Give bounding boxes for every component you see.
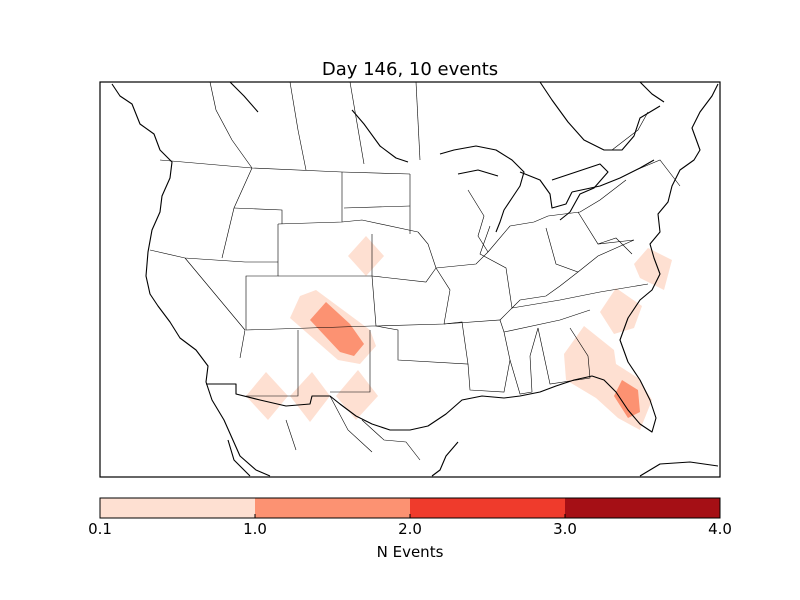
event-area-nebraska xyxy=(348,236,384,276)
colorbar-tick-label: 4.0 xyxy=(708,520,732,538)
map-frame xyxy=(99,81,721,478)
event-area-sw-new-mexico xyxy=(290,372,330,422)
colorbar-bin xyxy=(255,498,410,518)
map-title: Day 146, 10 events xyxy=(322,59,498,80)
map-panel xyxy=(100,81,720,477)
event-area-virginia xyxy=(634,248,672,290)
colorbar-tick-label: 1.0 xyxy=(243,520,267,538)
event-area-central-florida xyxy=(614,380,640,418)
colorbar-tick-label: 3.0 xyxy=(553,520,577,538)
event-area-colorado-core xyxy=(310,302,364,356)
colorbar-label: N Events xyxy=(377,543,444,561)
event-area-se-new-mexico xyxy=(336,370,378,420)
colorbar-bin xyxy=(565,498,720,518)
colorbar-bin xyxy=(410,498,565,518)
coastlines xyxy=(111,81,719,477)
state-boundaries xyxy=(149,81,681,461)
colorbar: 0.1 1.0 2.0 3.0 4.0 N Events xyxy=(88,497,732,561)
event-area-south-carolina xyxy=(600,288,642,334)
colorbar-bin xyxy=(100,498,255,518)
colorbar-tick-label: 0.1 xyxy=(88,520,112,538)
event-areas xyxy=(246,236,672,430)
colorbar-tick-label: 2.0 xyxy=(398,520,422,538)
